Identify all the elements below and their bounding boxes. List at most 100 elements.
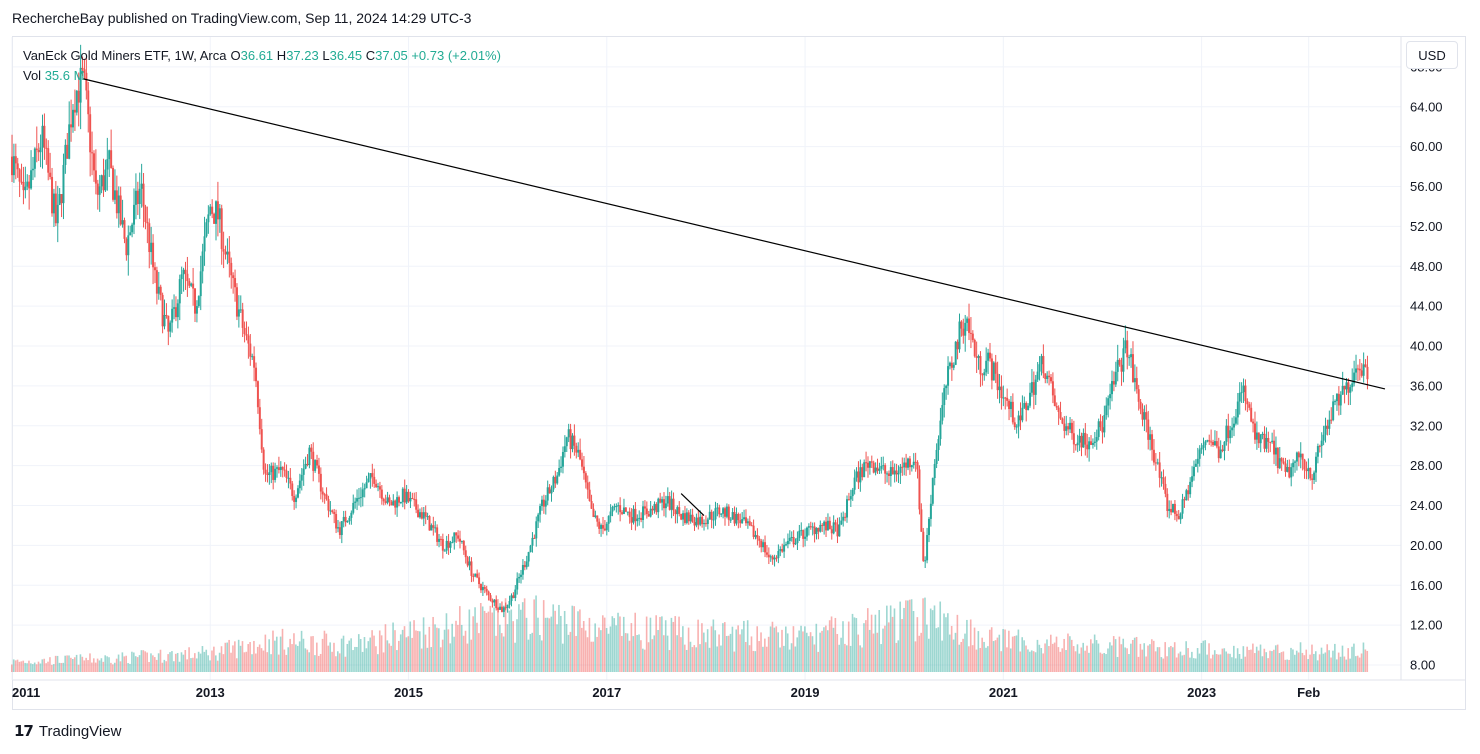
candle-body <box>920 509 923 532</box>
time-axis[interactable]: 2011 2013 2015 2017 2019 2021 2023 Feb <box>12 685 1320 700</box>
candle-body <box>813 526 816 535</box>
candle-body <box>319 473 322 492</box>
candle-body <box>117 195 120 214</box>
volume-bar <box>840 637 842 672</box>
candle-body <box>203 236 206 252</box>
candle-body <box>600 525 603 529</box>
volume-bar <box>443 629 446 672</box>
volume-bar <box>220 646 223 672</box>
volume-bar <box>300 630 303 672</box>
symbol-description[interactable]: VanEck Gold Miners ETF, 1W, Arca <box>23 48 227 63</box>
candle-body <box>1097 421 1100 438</box>
candle-body <box>474 573 477 577</box>
candle-body <box>52 193 55 214</box>
volume-bar <box>863 623 865 672</box>
candle-body <box>247 335 250 344</box>
volume-bar <box>1255 646 1258 672</box>
candle-body <box>988 352 991 359</box>
volume-bar <box>546 617 549 672</box>
volume-bar <box>167 654 169 672</box>
price-axis[interactable]: 8.00 12.00 16.00 20.00 24.00 28.00 32.00 36.00 4… <box>1410 59 1443 672</box>
candle-body <box>1358 368 1361 371</box>
candle-body <box>1221 449 1224 451</box>
volume-bar <box>371 630 373 672</box>
volume-bar <box>983 641 985 672</box>
volume-bar <box>950 625 953 672</box>
volume-bar <box>1278 653 1281 672</box>
candle-body <box>603 528 606 531</box>
volume-bar <box>1093 634 1096 672</box>
volume-bar <box>1227 653 1229 672</box>
candle-body <box>1274 447 1277 455</box>
candle-body <box>176 303 179 318</box>
candle-body <box>1181 499 1184 514</box>
candle-body <box>662 499 665 509</box>
volume-bar <box>1351 646 1353 672</box>
volume-bar <box>16 659 19 672</box>
candle-body <box>931 478 934 504</box>
volume-bar <box>897 640 900 672</box>
volume-bar <box>624 633 627 672</box>
volume-bar <box>996 637 999 672</box>
candle-body <box>426 516 429 518</box>
volume-bar <box>390 645 392 672</box>
candle-body <box>1194 463 1197 467</box>
candle-body <box>1273 440 1276 455</box>
candle-body <box>1118 359 1121 365</box>
volume-bar <box>194 653 196 672</box>
candle-body <box>838 524 841 537</box>
candle-body <box>201 251 204 272</box>
volume-bar <box>314 655 316 672</box>
volume-bar <box>129 663 131 672</box>
candle-body <box>693 522 696 526</box>
volume-bar <box>462 635 465 672</box>
candle-body <box>1307 467 1310 472</box>
volume-bar <box>1213 650 1216 672</box>
candle-body <box>146 221 149 224</box>
price-tick-label: 8.00 <box>1410 658 1435 673</box>
volume-bar <box>1309 654 1311 672</box>
time-tick-label: 2015 <box>394 685 423 700</box>
candle-body <box>504 607 507 609</box>
candle-body <box>802 530 805 539</box>
volume-bar <box>611 616 614 672</box>
volume-bar <box>260 648 263 672</box>
candle-body <box>1257 432 1260 444</box>
volume-bar <box>195 658 198 672</box>
volume-bar <box>1324 652 1327 672</box>
volume-bar <box>1353 643 1355 672</box>
volume-bar <box>1271 651 1273 672</box>
trendlines[interactable] <box>83 78 1386 516</box>
volume-bar <box>672 621 675 672</box>
open-label: O <box>230 48 241 63</box>
volume-bar <box>548 618 551 672</box>
candle-body <box>180 274 183 280</box>
volume-bar <box>643 649 646 672</box>
candle-body <box>478 577 481 585</box>
candle-body <box>157 286 160 294</box>
volume-bar <box>1152 640 1155 672</box>
volume-bar <box>28 660 30 672</box>
candle-body <box>1351 383 1354 388</box>
volume-bar <box>1133 637 1136 672</box>
candle-body <box>213 213 216 224</box>
candle-body <box>739 520 742 524</box>
volume-bar <box>87 660 89 672</box>
volume-bar <box>96 658 99 672</box>
candle-body <box>489 595 492 601</box>
candle-body <box>142 183 145 207</box>
volume-bar <box>1274 645 1277 672</box>
candle-body <box>588 489 591 502</box>
volume-bar <box>710 626 713 672</box>
candle-body <box>388 497 391 502</box>
currency-button[interactable]: USD <box>1406 41 1458 69</box>
candle-body <box>895 470 898 475</box>
tradingview-watermark[interactable]: 17 TradingView <box>14 722 121 740</box>
candle-body <box>1122 348 1125 372</box>
volume-bar <box>407 636 410 672</box>
volume-bar <box>813 644 816 672</box>
volume-bar <box>920 632 922 672</box>
candle-body <box>887 473 890 477</box>
volume-bar <box>539 634 541 672</box>
